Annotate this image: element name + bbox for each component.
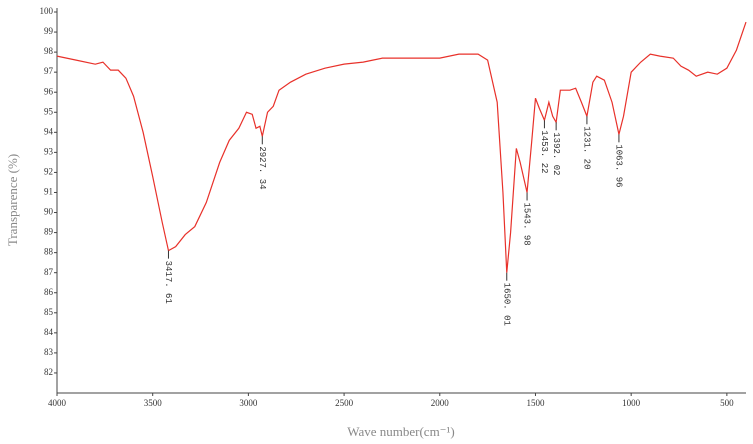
- y-tick-label: 94: [44, 126, 54, 136]
- peak-label: 1063. 96: [614, 144, 624, 187]
- x-tick-label: 3500: [144, 398, 163, 408]
- y-tick-label: 85: [44, 307, 54, 317]
- peak-label: 1650. 01: [501, 283, 511, 326]
- y-tick-label: 98: [44, 46, 54, 56]
- x-tick-label: 1000: [622, 398, 641, 408]
- y-tick-label: 84: [44, 327, 54, 337]
- y-tick-label: 91: [44, 187, 53, 197]
- peak-label: 1453. 22: [539, 130, 549, 173]
- x-tick-label: 4000: [48, 398, 67, 408]
- y-tick-label: 97: [44, 66, 54, 76]
- y-tick-label: 95: [44, 106, 54, 116]
- x-tick-label: 3000: [239, 398, 258, 408]
- peak-label: 1231. 20: [582, 126, 592, 169]
- peak-label: 1392. 02: [551, 132, 561, 175]
- y-tick-label: 83: [44, 347, 54, 357]
- y-tick-label: 89: [44, 227, 54, 237]
- y-tick-label: 96: [44, 86, 54, 96]
- y-tick-label: 86: [44, 287, 54, 297]
- y-tick-label: 87: [44, 267, 54, 277]
- x-axis-title: Wave number(cm⁻¹): [347, 424, 455, 439]
- y-tick-label: 90: [44, 207, 54, 217]
- x-tick-label: 500: [720, 398, 734, 408]
- peak-label: 3417. 61: [163, 261, 173, 304]
- peak-label: 2927. 34: [257, 146, 267, 189]
- y-tick-label: 82: [44, 367, 53, 377]
- peak-label: 1543. 98: [522, 202, 532, 245]
- y-tick-label: 88: [44, 247, 54, 257]
- x-tick-label: 2500: [335, 398, 354, 408]
- x-tick-label: 2000: [431, 398, 450, 408]
- y-tick-label: 100: [40, 6, 54, 16]
- y-axis-title: Transparence (%): [5, 154, 20, 246]
- spectrum-line: [56, 21, 747, 273]
- y-tick-label: 93: [44, 146, 54, 156]
- y-tick-label: 92: [44, 166, 53, 176]
- y-tick-label: 99: [44, 26, 54, 36]
- x-tick-label: 1500: [526, 398, 545, 408]
